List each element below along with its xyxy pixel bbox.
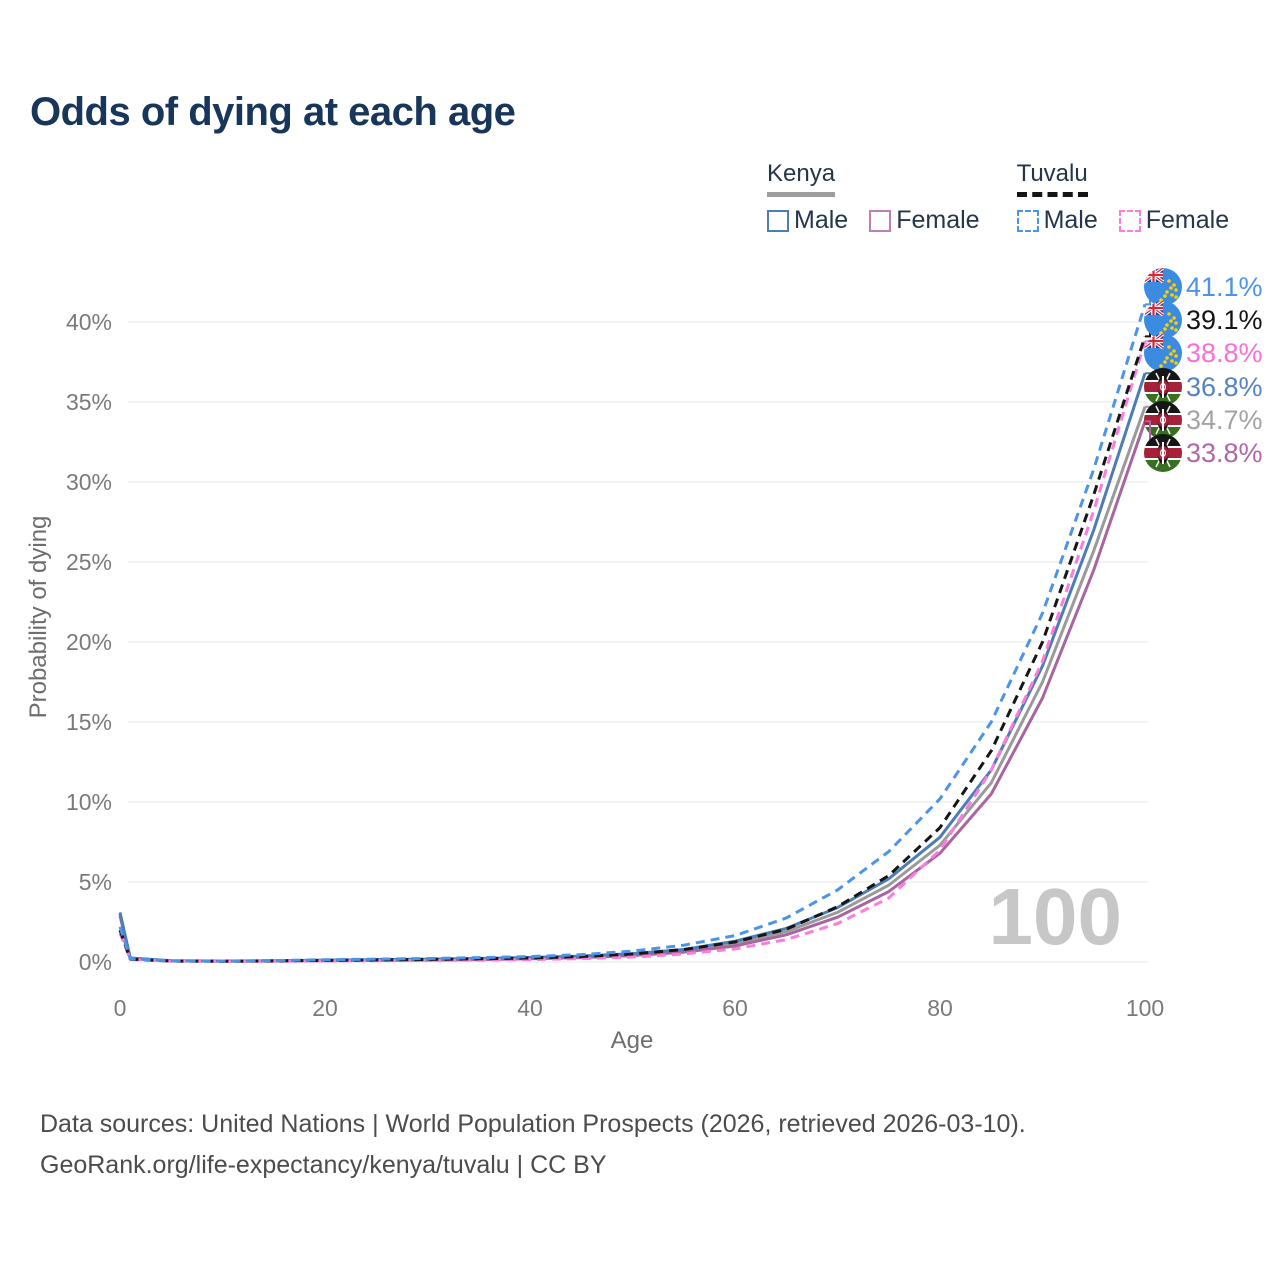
x-tick-label: 100 [1126,995,1164,1021]
legend: Kenya Male Female Tuvalu Male Female [767,160,1229,235]
legend-label-tuvalu-male: Male [1043,206,1098,234]
y-tick-label: 35% [66,389,112,415]
tuvalu-female-swatch-icon [1118,209,1141,232]
y-tick-label: 0% [79,949,112,975]
legend-item-tuvalu-male[interactable]: Male [1016,206,1098,235]
kenya-flag-icon [1144,368,1182,406]
footer: Data sources: United Nations | World Pop… [40,1104,1026,1186]
tuvalu-male-swatch-icon [1016,209,1039,232]
end-value-label-tuvalu-female: 38.8% [1186,338,1263,368]
legend-label-tuvalu-female: Female [1145,206,1230,234]
kenya-female-swatch-icon [869,209,892,232]
y-tick-label: 40% [66,309,112,335]
age-watermark: 100 [989,872,1122,961]
tuvalu-flag-icon [1144,268,1182,306]
y-tick-label: 30% [66,469,112,495]
y-tick-label: 25% [66,549,112,575]
x-tick-label: 20 [312,995,338,1021]
tuvalu-flag-icon [1144,301,1182,339]
series-line-tuvalu-male[interactable] [118,303,1147,963]
legend-item-tuvalu-female[interactable]: Female [1118,206,1230,235]
end-value-label-kenya-both: 34.7% [1186,405,1263,435]
end-value-label-tuvalu-both: 39.1% [1186,305,1263,335]
series-line-tuvalu-female[interactable] [118,340,1147,963]
legend-country-tuvalu[interactable]: Tuvalu [1016,160,1088,197]
y-tick-label: 5% [79,869,112,895]
legend-label-kenya-female: Female [896,206,980,234]
series-line-tuvalu-both[interactable] [118,335,1147,963]
tuvalu-flag-icon [1144,334,1182,372]
y-tick-label: 10% [66,789,112,815]
x-tick-label: 80 [927,995,953,1021]
y-axis-title: Probability of dying [25,516,52,719]
kenya-flag-icon [1144,401,1182,439]
end-value-label-kenya-female: 33.8% [1186,438,1263,468]
end-value-label-tuvalu-male: 41.1% [1186,272,1263,302]
page-title: Odds of dying at each age [30,90,516,134]
x-tick-label: 60 [722,995,748,1021]
data-sources-text: Data sources: United Nations | World Pop… [40,1110,1026,1138]
attribution-text: GeoRank.org/life-expectancy/kenya/tuvalu… [40,1151,607,1179]
y-tick-label: 20% [66,629,112,655]
x-axis-title: Age [611,1027,654,1054]
end-value-label-kenya-male: 36.8% [1186,372,1263,402]
y-tick-label: 15% [66,709,112,735]
legend-item-kenya-male[interactable]: Male [767,206,848,235]
x-tick-label: 0 [114,995,127,1021]
x-tick-label: 40 [517,995,543,1021]
legend-item-kenya-female[interactable]: Female [869,206,980,235]
legend-label-kenya-male: Male [794,206,849,234]
legend-group-tuvalu: Tuvalu Male Female [1016,160,1230,235]
legend-group-kenya: Kenya Male Female [767,160,980,235]
legend-country-kenya[interactable]: Kenya [767,160,836,197]
kenya-male-swatch-icon [767,209,789,232]
kenya-flag-icon [1144,434,1182,472]
